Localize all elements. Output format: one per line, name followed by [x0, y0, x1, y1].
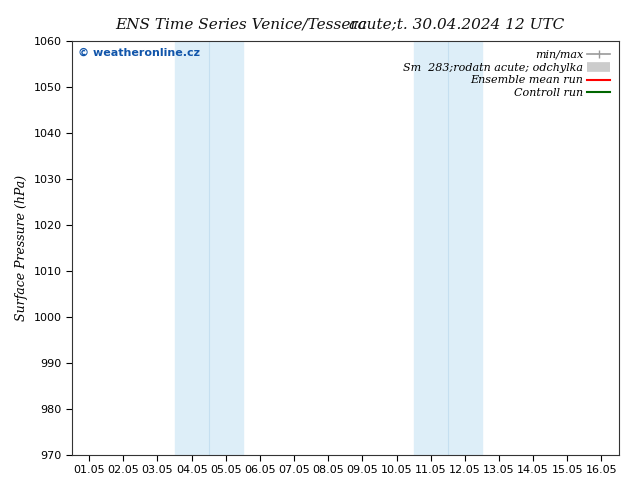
- Legend: min/max, Sm  283;rodatn acute; odchylka, Ensemble mean run, Controll run: min/max, Sm 283;rodatn acute; odchylka, …: [399, 47, 613, 101]
- Text: ENS Time Series Venice/Tessera: ENS Time Series Venice/Tessera: [115, 17, 367, 31]
- Bar: [174, 41, 243, 455]
- Y-axis label: Surface Pressure (hPa): Surface Pressure (hPa): [15, 175, 28, 321]
- Text: © weatheronline.cz: © weatheronline.cz: [77, 47, 200, 57]
- Bar: [413, 41, 482, 455]
- Text: acute;t. 30.04.2024 12 UTC: acute;t. 30.04.2024 12 UTC: [349, 17, 564, 31]
